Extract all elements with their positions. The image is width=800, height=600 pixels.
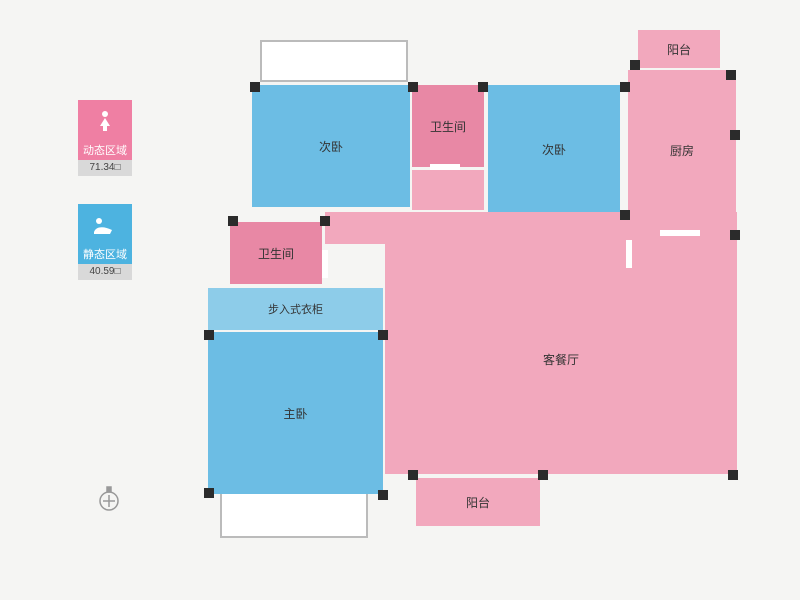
- pillar: [378, 330, 388, 340]
- label-balcony-bottom: 阳台: [466, 494, 490, 511]
- label-kitchen: 厨房: [670, 142, 694, 159]
- label-bath-top: 卫生间: [430, 118, 466, 135]
- pillar: [620, 210, 630, 220]
- legend-static-value: 40.59□: [78, 264, 132, 280]
- compass-icon: [95, 485, 123, 513]
- pillar: [478, 82, 488, 92]
- room-balcony-top: 阳台: [638, 30, 720, 68]
- pillar: [620, 82, 630, 92]
- room-balcony-bottom: 阳台: [416, 478, 540, 526]
- pillar: [630, 60, 640, 70]
- pillar: [378, 490, 388, 500]
- pillar: [726, 70, 736, 80]
- door: [660, 230, 700, 236]
- floorplan: 阳台 厨房 次卧 卫生间 次卧 卫生间 客餐厅 步入式衣柜 主卧 阳台: [190, 30, 760, 560]
- pillar: [250, 82, 260, 92]
- pillar: [538, 470, 548, 480]
- door: [322, 250, 328, 278]
- pillar: [228, 216, 238, 226]
- balcony-frame-top: [260, 40, 408, 82]
- label-bath-left: 卫生间: [258, 245, 294, 262]
- room-bath-top: 卫生间: [412, 85, 484, 167]
- legend-static-icon: [78, 204, 132, 246]
- label-master: 主卧: [283, 405, 307, 422]
- room-bed2-left: 次卧: [252, 85, 410, 207]
- pillar: [730, 230, 740, 240]
- legend-dynamic-value: 71.34□: [78, 160, 132, 176]
- room-corridor-top: [412, 170, 484, 210]
- pillar: [204, 488, 214, 498]
- label-living: 客餐厅: [543, 351, 579, 368]
- label-bed2-left: 次卧: [319, 138, 343, 155]
- legend-dynamic-label: 动态区域: [78, 142, 132, 160]
- room-kitchen: 厨房: [628, 70, 736, 230]
- room-master: 主卧: [208, 332, 383, 494]
- legend-dynamic-icon: [78, 100, 132, 142]
- room-bed2-right: 次卧: [488, 85, 620, 213]
- label-closet: 步入式衣柜: [268, 301, 323, 317]
- legend: 动态区域 71.34□ 静态区域 40.59□: [78, 100, 132, 308]
- pillar: [408, 470, 418, 480]
- door: [430, 164, 460, 170]
- pillar: [408, 82, 418, 92]
- room-living: 客餐厅: [385, 244, 737, 474]
- pillar: [204, 330, 214, 340]
- label-balcony-top: 阳台: [667, 41, 691, 58]
- pillar: [320, 216, 330, 226]
- room-closet: 步入式衣柜: [208, 288, 383, 330]
- room-bath-left: 卫生间: [230, 222, 322, 284]
- legend-static-label: 静态区域: [78, 246, 132, 264]
- label-bed2-right: 次卧: [542, 141, 566, 158]
- pillar: [728, 470, 738, 480]
- pillar: [730, 130, 740, 140]
- door: [626, 240, 632, 268]
- room-living-top: [325, 212, 737, 244]
